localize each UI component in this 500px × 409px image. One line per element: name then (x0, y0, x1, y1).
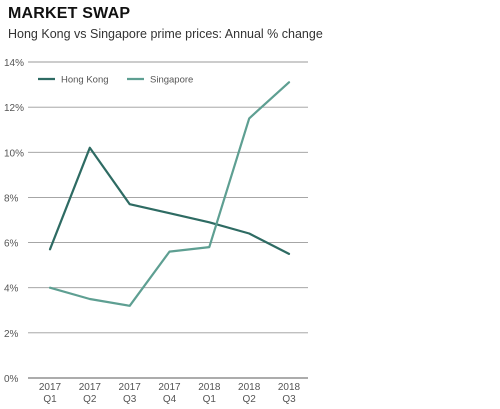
y-tick-label: 2% (4, 329, 19, 340)
legend-label: Singapore (150, 75, 193, 86)
y-tick-label: 4% (4, 284, 19, 295)
chart-subtitle: Hong Kong vs Singapore prime prices: Ann… (8, 27, 323, 41)
y-tick-label: 10% (4, 148, 24, 159)
x-tick-label-year: 2018 (198, 382, 221, 393)
x-tick-label-year: 2018 (238, 382, 261, 393)
y-tick-label: 8% (4, 193, 19, 204)
series-lines (48, 81, 291, 307)
series-line-singapore (48, 81, 291, 307)
y-tick-label: 0% (4, 374, 19, 385)
legend: Hong Kong Singapore (38, 75, 193, 86)
x-tick-label-quarter: Q1 (43, 394, 57, 405)
x-tick-label-quarter: Q2 (83, 394, 97, 405)
x-tick-label-quarter: Q3 (282, 394, 296, 405)
x-tick-label-quarter: Q1 (203, 394, 217, 405)
y-axis-tick-labels: 0% 2% 4% 6% 8% 10% 12% 14% (4, 58, 24, 385)
x-tick-label-year: 2017 (119, 382, 142, 393)
x-axis-tick-labels: 2017Q12017Q22017Q32017Q42018Q12018Q22018… (39, 382, 301, 405)
y-tick-label: 12% (4, 103, 24, 114)
grid-lines (28, 61, 308, 379)
x-tick-label-quarter: Q4 (163, 394, 177, 405)
y-tick-label: 6% (4, 239, 19, 250)
x-tick-label-year: 2017 (39, 382, 62, 393)
chart-title: MARKET SWAP (8, 5, 131, 22)
x-tick-label-quarter: Q2 (242, 394, 256, 405)
x-tick-label-year: 2017 (158, 382, 181, 393)
series-line-hong-kong (48, 146, 291, 255)
x-tick-label-year: 2017 (79, 382, 102, 393)
x-tick-label-year: 2018 (278, 382, 301, 393)
x-tick-label-quarter: Q3 (123, 394, 137, 405)
legend-label: Hong Kong (61, 75, 109, 86)
y-tick-label: 14% (4, 58, 24, 69)
